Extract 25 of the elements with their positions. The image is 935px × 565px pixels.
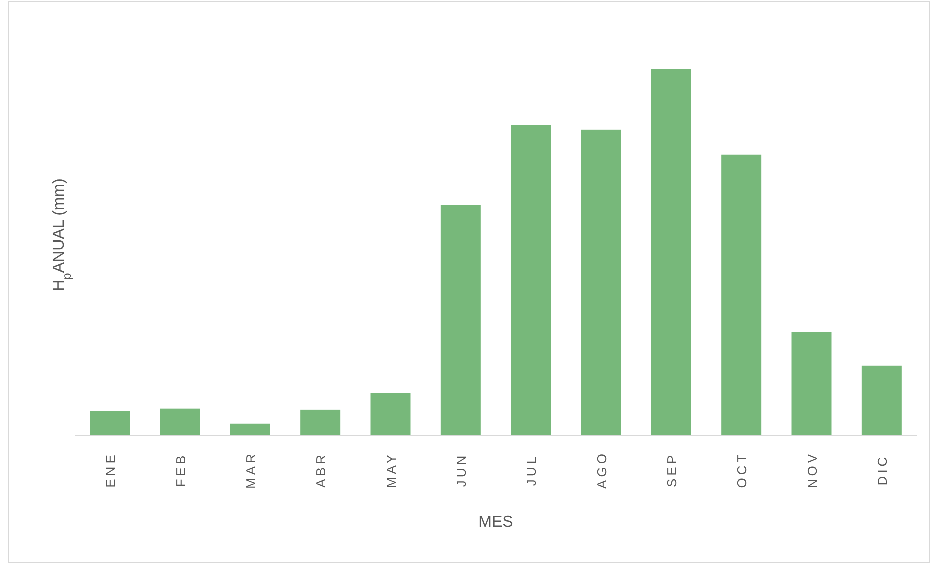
bar (160, 408, 200, 436)
x-tick-label: ENE (103, 452, 118, 488)
x-tick-label: NOV (804, 451, 820, 489)
bar (581, 130, 622, 436)
x-tick-label: ABR (314, 452, 329, 488)
x-tick-label: AGO (594, 451, 610, 489)
x-tick-label: JUL (524, 454, 540, 486)
bar (440, 205, 481, 436)
x-tick-label: JUN (454, 452, 469, 488)
bar (651, 69, 692, 436)
bar (862, 366, 902, 436)
x-axis-title: MES (478, 514, 514, 531)
x-tick-label: MAY (384, 452, 399, 488)
bar (90, 411, 130, 436)
x-tick-label: SEP (664, 452, 680, 488)
bar (722, 154, 762, 436)
x-tick-label: DIC (874, 454, 890, 486)
bar (370, 393, 411, 436)
x-tick-label: MAR (243, 451, 258, 489)
bar (511, 125, 552, 436)
bar (300, 410, 341, 436)
bar (230, 424, 270, 436)
x-tick-label: FEB (173, 452, 188, 488)
x-tick-label: OCT (734, 452, 750, 488)
bar (792, 332, 832, 436)
